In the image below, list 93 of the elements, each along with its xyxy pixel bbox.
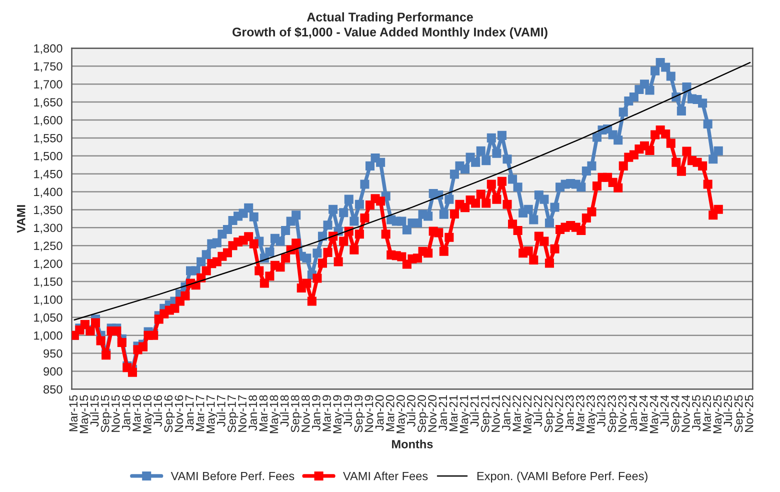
x-tick-label: Sep-18 — [290, 395, 302, 432]
x-tick-label: Nov-23 — [618, 395, 627, 432]
y-tick-label: 1,000 — [34, 331, 62, 342]
y-tick-label: 1,800 — [34, 44, 62, 54]
x-tick-label: May-16 — [143, 395, 154, 434]
x-tick-label: Nov-21 — [491, 395, 500, 432]
x-tick-label: Jan-21 — [438, 395, 448, 431]
y-tick-label: 950 — [44, 349, 62, 358]
x-tick-label: Sep-17 — [228, 395, 238, 432]
x-tick-label: Jul-23 — [596, 395, 606, 427]
y-tick-label: 900 — [44, 367, 62, 376]
x-tick-label: Jul-15 — [90, 395, 99, 427]
y-tick-label: 850 — [44, 385, 62, 394]
x-tick-label: Nov-24 — [682, 395, 690, 432]
x-tick-label: Sep-25 — [734, 395, 746, 432]
x-tick-label: Jul-24 — [660, 395, 669, 427]
y-tick-label: 1,200 — [34, 260, 62, 270]
x-tick-label: Mar-16 — [132, 395, 141, 432]
x-tick-label: Jul-16 — [153, 395, 162, 427]
x-tick-label: Jul-18 — [280, 395, 289, 427]
legend-label: VAMI After Fees — [343, 472, 428, 480]
x-tick-label: Nov-17 — [238, 395, 246, 432]
x-tick-label: Jan-24 — [628, 395, 638, 431]
x-tick-label: Mar-19 — [322, 395, 331, 432]
y-tick-label: 1,600 — [34, 116, 62, 126]
x-tick-label: Sep-19 — [354, 395, 365, 432]
x-tick-label: Mar-21 — [449, 395, 458, 432]
x-tick-label: May-18 — [270, 395, 280, 434]
x-tick-label: Jan-22 — [502, 395, 510, 431]
y-tick-label: 1,450 — [34, 170, 62, 180]
x-tick-label: Jan-17 — [185, 395, 194, 431]
x-tick-label: Sep-15 — [100, 395, 112, 432]
x-tick-label: Sep-23 — [608, 395, 618, 432]
x-tick-label: Nov-22 — [554, 395, 564, 432]
x-tick-label: Jul-21 — [470, 395, 479, 427]
x-tick-label: Jan-25 — [692, 395, 700, 431]
x-tick-label: Jul-20 — [406, 395, 416, 427]
x-tick-label: May-17 — [206, 395, 218, 434]
x-tick-label: Sep-21 — [480, 395, 492, 432]
x-tick-label: Jul-22 — [533, 395, 542, 427]
y-tick-label: 1,400 — [34, 188, 62, 198]
x-axis-title: Months — [392, 440, 433, 448]
x-tick-label: Nov-20 — [428, 395, 437, 432]
x-tick-label: Mar-17 — [196, 395, 204, 432]
x-tick-label: Nov-25 — [744, 395, 754, 432]
x-tick-label: Jan-16 — [122, 395, 130, 431]
y-tick-label: 1,700 — [34, 80, 62, 90]
x-tick-label: Jan-18 — [248, 395, 258, 431]
y-tick-label: 1,250 — [34, 242, 62, 252]
x-tick-label: May-21 — [460, 395, 471, 434]
y-tick-label: 1,650 — [34, 98, 62, 108]
chart-subtitle: Growth of $1,000 - Value Added Monthly Index (VAMI) — [232, 27, 548, 39]
x-tick-label: May-24 — [650, 395, 661, 434]
y-axis-title: VAMI — [17, 205, 26, 233]
x-tick-label: May-23 — [586, 395, 598, 434]
y-tick-label: 1,500 — [34, 152, 62, 162]
y-tick-label: 1,150 — [34, 278, 62, 288]
x-tick-label: Jan-19 — [312, 395, 320, 431]
x-tick-label: Mar-15 — [69, 395, 78, 432]
x-tick-label: Jan-23 — [565, 395, 574, 431]
x-tick-label: Mar-18 — [259, 395, 268, 432]
x-tick-label: May-19 — [333, 395, 344, 434]
x-tick-label: May-20 — [396, 395, 408, 434]
x-tick-label: May-22 — [523, 395, 534, 434]
x-tick-label: Mar-23 — [576, 395, 584, 432]
x-tick-label: Sep-16 — [164, 395, 175, 432]
x-tick-label: Nov-16 — [174, 395, 184, 432]
x-tick-label: Mar-25 — [702, 395, 711, 432]
x-tick-label: Nov-19 — [364, 395, 374, 432]
line-series — [74, 62, 751, 321]
x-tick-label: May-25 — [713, 395, 724, 434]
x-tick-label: May-15 — [80, 395, 90, 434]
x-tick-label: Sep-20 — [418, 395, 428, 432]
y-tick-label: 1,050 — [34, 313, 62, 324]
x-tick-label: Mar-22 — [512, 395, 521, 432]
x-tick-label: Mar-20 — [386, 395, 394, 432]
x-tick-label: Jan-20 — [375, 395, 384, 431]
x-tick-label: Sep-24 — [670, 395, 682, 432]
chart-title: Actual Trading Performance — [306, 12, 473, 24]
x-tick-label: Mar-24 — [639, 395, 648, 432]
y-tick-label: 1,750 — [34, 62, 62, 72]
x-tick-label: Jul-25 — [723, 395, 732, 427]
x-tick-label: Nov-15 — [112, 395, 120, 432]
x-tick-label: Jul-17 — [216, 395, 226, 427]
y-tick-label: 1,100 — [34, 295, 62, 306]
x-tick-label: Sep-22 — [544, 395, 555, 432]
legend-label: VAMI Before Perf. Fees — [170, 472, 294, 480]
y-tick-label: 1,300 — [34, 224, 62, 234]
legend-label: Expon. (VAMI Before Perf. Fees) — [477, 472, 648, 483]
x-tick-label: Nov-18 — [301, 395, 310, 432]
y-tick-label: 1,550 — [34, 134, 62, 144]
y-tick-label: 1,350 — [34, 206, 62, 216]
x-tick-label: Jul-19 — [343, 395, 352, 427]
